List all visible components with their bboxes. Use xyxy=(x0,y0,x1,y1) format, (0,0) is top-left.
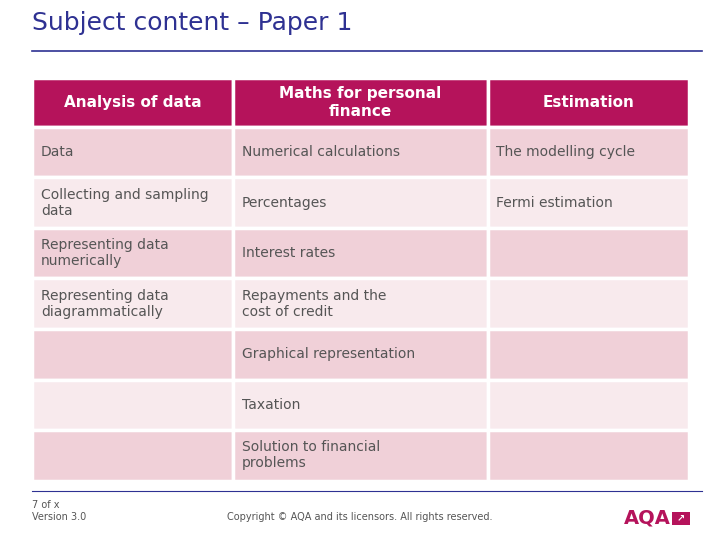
FancyBboxPatch shape xyxy=(487,127,688,178)
Text: AQA: AQA xyxy=(624,509,671,528)
Text: Maths for personal
finance: Maths for personal finance xyxy=(279,86,441,119)
FancyBboxPatch shape xyxy=(32,430,233,481)
FancyBboxPatch shape xyxy=(32,380,233,430)
FancyBboxPatch shape xyxy=(487,178,688,228)
FancyBboxPatch shape xyxy=(233,329,487,380)
Text: 7 of x: 7 of x xyxy=(32,500,60,510)
FancyBboxPatch shape xyxy=(487,279,688,329)
Text: Data: Data xyxy=(41,145,75,159)
FancyBboxPatch shape xyxy=(32,127,233,178)
Text: Percentages: Percentages xyxy=(242,195,328,210)
FancyBboxPatch shape xyxy=(233,380,487,430)
FancyBboxPatch shape xyxy=(32,279,233,329)
Text: ↗: ↗ xyxy=(677,514,685,523)
Text: Interest rates: Interest rates xyxy=(242,246,336,260)
FancyBboxPatch shape xyxy=(233,430,487,481)
FancyBboxPatch shape xyxy=(487,380,688,430)
FancyBboxPatch shape xyxy=(32,329,233,380)
Text: Representing data
diagrammatically: Representing data diagrammatically xyxy=(41,289,168,319)
Text: Copyright © AQA and its licensors. All rights reserved.: Copyright © AQA and its licensors. All r… xyxy=(228,512,492,522)
FancyBboxPatch shape xyxy=(32,178,233,228)
Text: Fermi estimation: Fermi estimation xyxy=(496,195,613,210)
FancyBboxPatch shape xyxy=(233,127,487,178)
FancyBboxPatch shape xyxy=(672,512,690,525)
Text: The modelling cycle: The modelling cycle xyxy=(496,145,635,159)
FancyBboxPatch shape xyxy=(487,78,688,127)
Text: Version 3.0: Version 3.0 xyxy=(32,512,86,522)
FancyBboxPatch shape xyxy=(487,329,688,380)
Text: Repayments and the
cost of credit: Repayments and the cost of credit xyxy=(242,289,387,319)
FancyBboxPatch shape xyxy=(233,78,487,127)
FancyBboxPatch shape xyxy=(487,228,688,279)
Text: Numerical calculations: Numerical calculations xyxy=(242,145,400,159)
FancyBboxPatch shape xyxy=(233,279,487,329)
FancyBboxPatch shape xyxy=(233,178,487,228)
Text: Taxation: Taxation xyxy=(242,398,300,412)
Text: Subject content – Paper 1: Subject content – Paper 1 xyxy=(32,11,353,35)
Text: Graphical representation: Graphical representation xyxy=(242,347,415,361)
FancyBboxPatch shape xyxy=(487,430,688,481)
FancyBboxPatch shape xyxy=(233,228,487,279)
FancyBboxPatch shape xyxy=(32,78,233,127)
Text: Representing data
numerically: Representing data numerically xyxy=(41,238,168,268)
Text: Analysis of data: Analysis of data xyxy=(64,95,202,110)
Text: Solution to financial
problems: Solution to financial problems xyxy=(242,440,380,470)
Text: Estimation: Estimation xyxy=(542,95,634,110)
FancyBboxPatch shape xyxy=(32,228,233,279)
Text: Collecting and sampling
data: Collecting and sampling data xyxy=(41,187,209,218)
